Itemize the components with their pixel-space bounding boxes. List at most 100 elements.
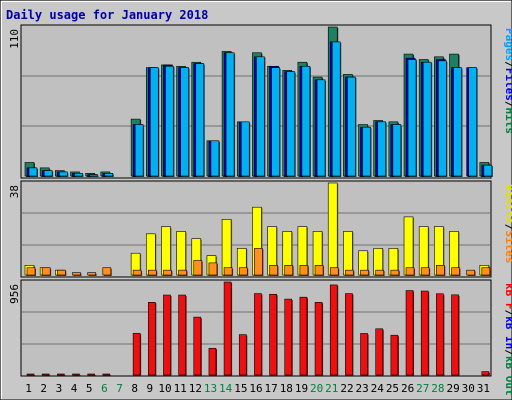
day-label: 1 bbox=[25, 382, 32, 395]
axis-max-label: 956 bbox=[8, 284, 21, 304]
bar-kb-f bbox=[390, 334, 399, 376]
legend-entry: kB In bbox=[503, 316, 512, 349]
day-label: 15 bbox=[234, 382, 247, 395]
bar-pages bbox=[256, 56, 265, 177]
bar-pages bbox=[453, 67, 462, 177]
bar-pages bbox=[377, 121, 387, 177]
axis-max-label: 38 bbox=[8, 185, 21, 198]
bar-pages bbox=[331, 41, 341, 177]
legend-entry: kB F bbox=[503, 283, 512, 310]
legend-entry: / bbox=[503, 61, 512, 68]
bar-pages bbox=[134, 124, 144, 177]
panel-visits-sites: 38 Visits/Sites bbox=[8, 180, 512, 278]
bar-visits bbox=[343, 231, 353, 276]
day-label: 28 bbox=[431, 382, 444, 395]
legend-entry: Pages bbox=[503, 28, 512, 61]
bar-sites bbox=[254, 248, 263, 276]
bar-kb-f bbox=[57, 373, 65, 376]
legend-entry: kB Out bbox=[503, 356, 512, 396]
bar-sites bbox=[405, 267, 415, 276]
legend-entry: / bbox=[503, 349, 512, 356]
bar-sites bbox=[329, 267, 339, 276]
day-label: 27 bbox=[416, 382, 429, 395]
legend-entry: / bbox=[503, 310, 512, 317]
bar-kb-f bbox=[375, 328, 384, 376]
bar-pages bbox=[422, 61, 432, 177]
bar-sites bbox=[102, 267, 112, 276]
bar-sites bbox=[57, 269, 66, 276]
bar-kb-f bbox=[26, 373, 35, 376]
bar-kb-f bbox=[193, 316, 202, 376]
bar-kb-f bbox=[269, 293, 277, 376]
bar-pages bbox=[392, 124, 402, 177]
day-label: 2 bbox=[40, 382, 47, 395]
bar-pages bbox=[210, 140, 220, 177]
bar-sites bbox=[223, 267, 233, 276]
legend-entry: Sites bbox=[503, 230, 512, 263]
legend-entry: Visits bbox=[503, 184, 512, 224]
bar-sites bbox=[238, 267, 248, 276]
bar-visits bbox=[176, 231, 186, 276]
day-label: 10 bbox=[158, 382, 171, 395]
bar-kb-f bbox=[223, 281, 232, 376]
bar-sites bbox=[284, 265, 294, 276]
legend: kB F/kB In/kB Out bbox=[503, 283, 512, 396]
bar-sites bbox=[26, 267, 36, 276]
day-label: 9 bbox=[147, 382, 154, 395]
bar-pages bbox=[165, 65, 174, 177]
legend-entry: / bbox=[503, 101, 512, 108]
legend: Pages/Files/Hits bbox=[503, 28, 512, 134]
day-label: 4 bbox=[71, 382, 78, 395]
bar-sites bbox=[87, 272, 96, 276]
bar-sites bbox=[360, 269, 369, 276]
bar-shadow bbox=[43, 375, 51, 376]
bar-kb-f bbox=[102, 373, 111, 376]
legend-entry: Files bbox=[503, 68, 512, 101]
day-label: 8 bbox=[131, 382, 138, 395]
bar-sites bbox=[420, 267, 430, 276]
bar-kb-f bbox=[284, 298, 293, 376]
bar-kb-f bbox=[299, 296, 308, 376]
bar-pages bbox=[104, 172, 114, 177]
bar-sites bbox=[466, 269, 475, 276]
bar-sites bbox=[345, 269, 354, 276]
bar-visits bbox=[327, 182, 338, 276]
bar-sites bbox=[193, 260, 203, 276]
bar-kb-f bbox=[345, 293, 353, 376]
bar-visits bbox=[161, 226, 171, 276]
bar-shadow bbox=[103, 375, 111, 376]
bar-visits bbox=[145, 233, 156, 276]
bar-kb-f bbox=[314, 302, 323, 376]
bar-pages bbox=[468, 67, 477, 177]
bar-shadow bbox=[90, 175, 99, 177]
bar-sites bbox=[208, 262, 218, 276]
bar-kb-f bbox=[329, 284, 338, 376]
day-label: 21 bbox=[325, 382, 338, 395]
bar-pages bbox=[438, 60, 447, 177]
bar-sites bbox=[41, 267, 51, 276]
bar-kb-f bbox=[41, 373, 50, 376]
day-label: 6 bbox=[101, 382, 108, 395]
day-label: 19 bbox=[295, 382, 308, 395]
day-label: 30 bbox=[462, 382, 475, 395]
day-label: 31 bbox=[477, 382, 490, 395]
bar-shadow bbox=[58, 375, 66, 376]
legend: Visits/Sites bbox=[503, 184, 512, 264]
bar-shadow bbox=[28, 375, 35, 376]
day-label: 26 bbox=[401, 382, 414, 395]
day-label: 22 bbox=[340, 382, 353, 395]
bar-kb-f bbox=[360, 333, 368, 376]
bar-pages bbox=[89, 174, 98, 177]
bar-kb-f bbox=[163, 294, 171, 376]
bar-pages bbox=[195, 63, 205, 177]
day-label: 14 bbox=[219, 382, 233, 395]
bar-kb-f bbox=[420, 290, 429, 376]
bar-sites bbox=[163, 269, 172, 276]
bar-kb-f bbox=[481, 371, 490, 376]
bar-kb-f bbox=[436, 293, 444, 376]
bar-sites bbox=[178, 269, 187, 276]
day-label: 13 bbox=[204, 382, 217, 395]
